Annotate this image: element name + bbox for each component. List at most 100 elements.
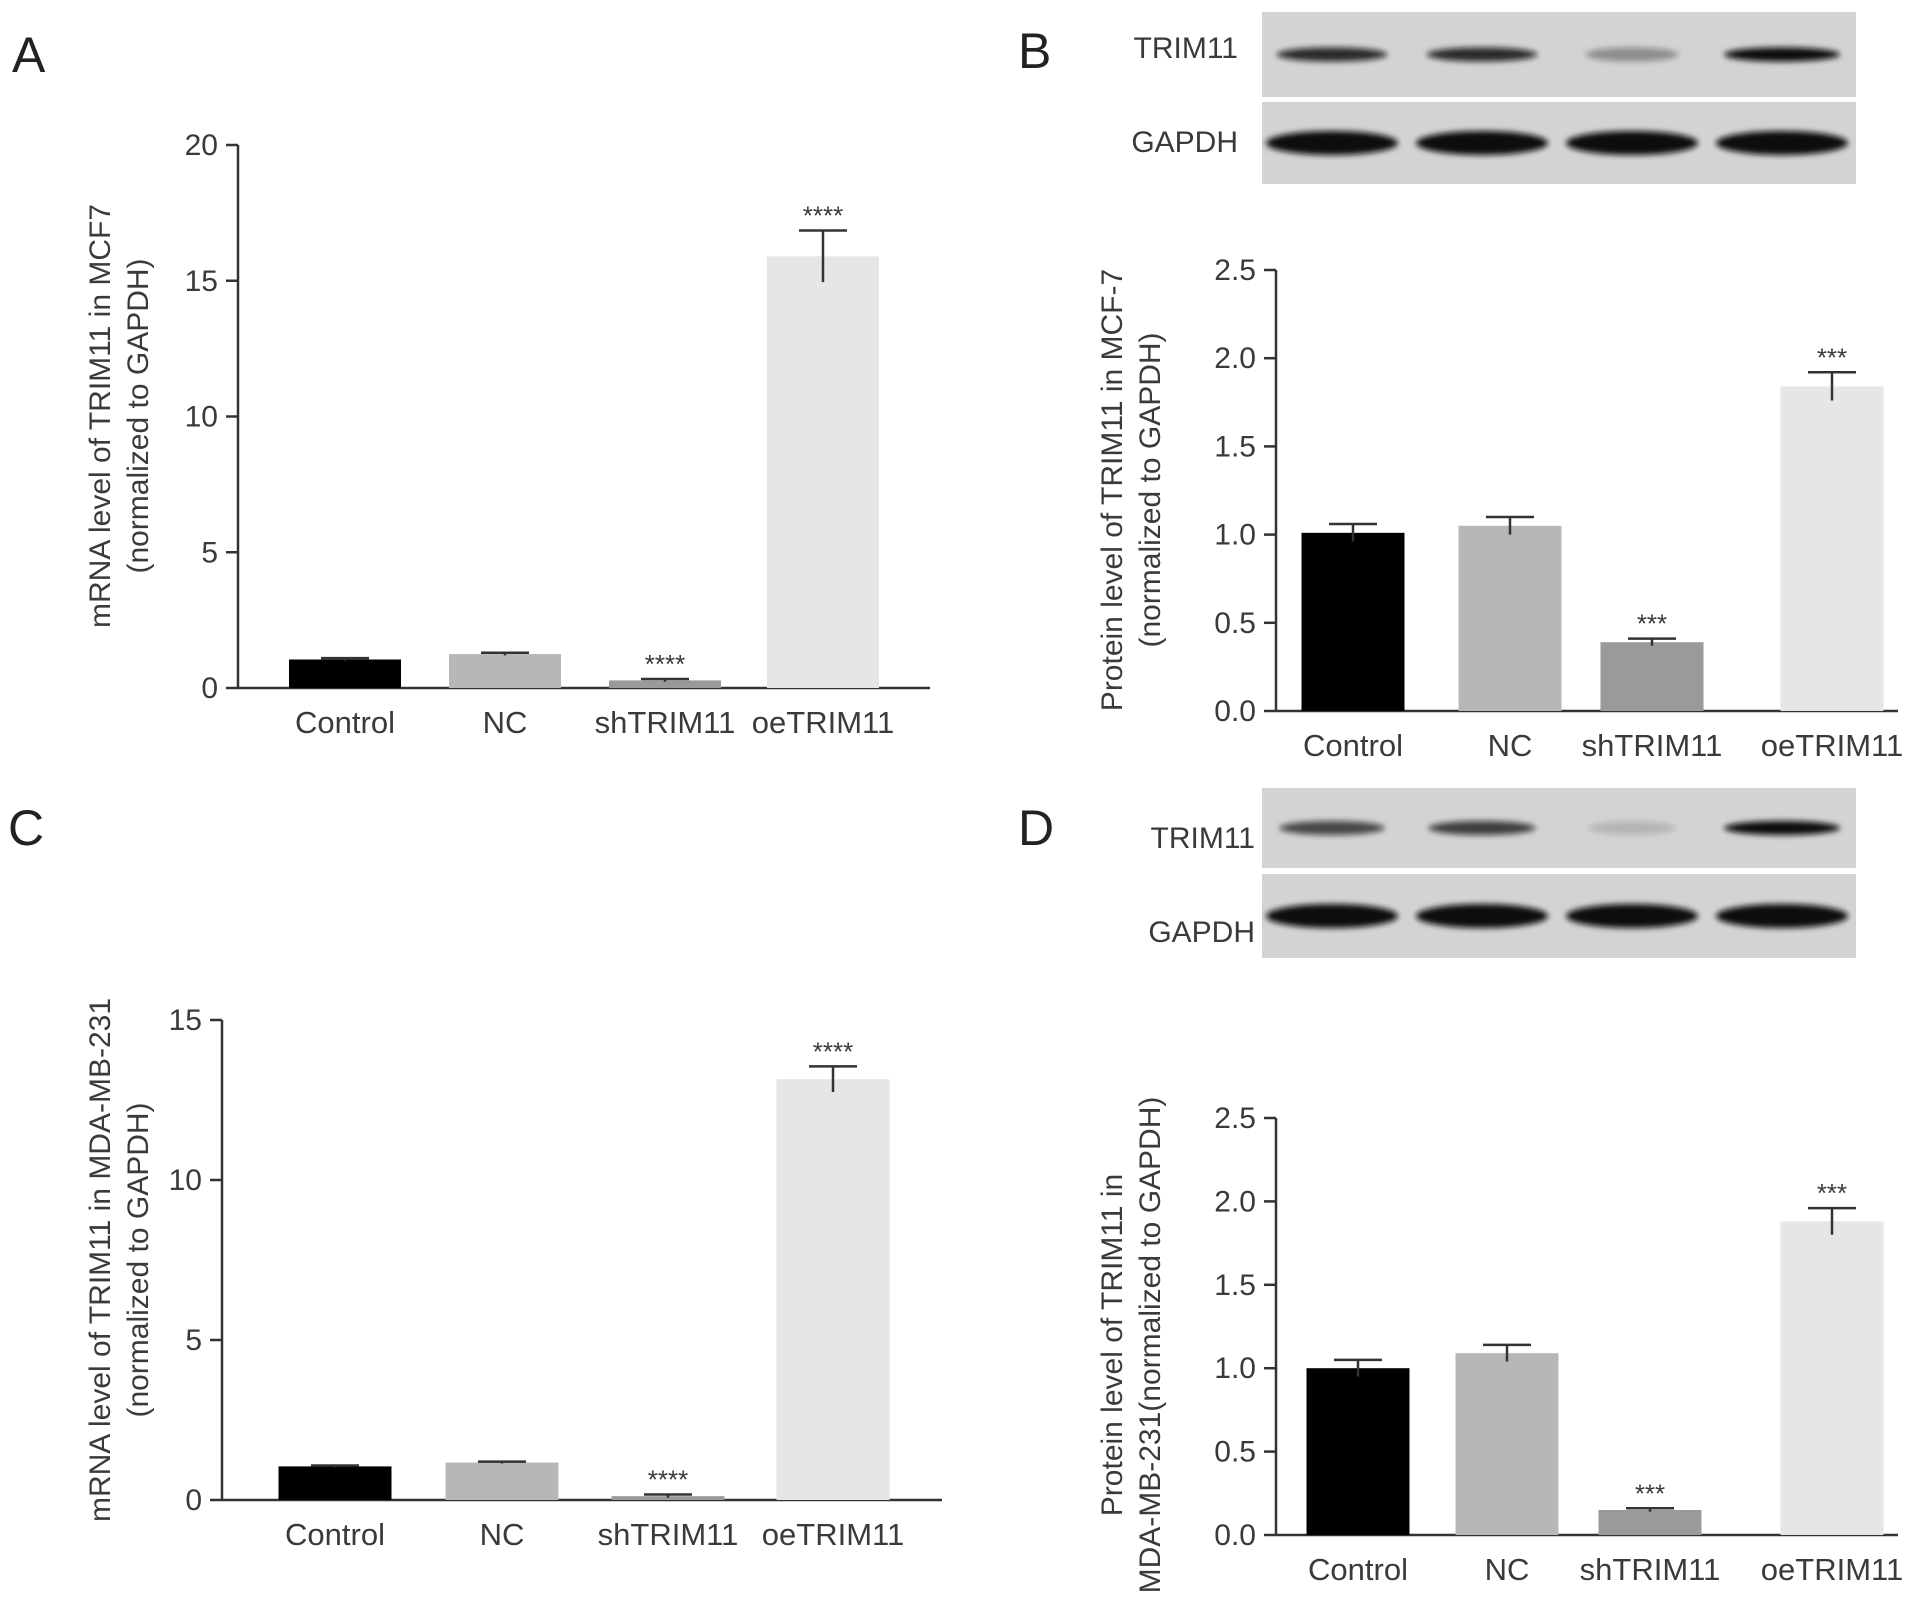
blot-band [1279, 821, 1385, 835]
bar-oetrim11 [767, 256, 879, 688]
blot-band [1416, 904, 1548, 928]
x-category-label: Control [1303, 728, 1403, 763]
x-category-label: Control [295, 705, 395, 740]
panel-letter-b: B [1018, 23, 1051, 79]
x-category-label: Control [285, 1517, 385, 1552]
blot-band [1585, 47, 1679, 62]
y-axis-title-line: mRNA level of TRIM11 in MDA-MB-231 [84, 998, 117, 1522]
x-category-label: oeTRIM11 [1761, 728, 1903, 763]
y-axis-title-line: (normalized to GAPDH) [122, 258, 155, 573]
y-tick-label: 0.5 [1214, 607, 1256, 640]
y-tick-label: 0 [185, 1484, 202, 1517]
blot-band [1716, 904, 1848, 928]
y-tick-label: 0 [201, 672, 218, 705]
blot-band [1276, 47, 1388, 62]
western-blot-b: TRIM11 GAPDH [1131, 12, 1856, 184]
x-category-label: Control [1308, 1552, 1408, 1587]
y-axis-title-line: (normalized to GAPDH) [122, 1102, 155, 1417]
y-axis-title-line: MDA-MB-231(normalized to GAPDH) [1134, 1097, 1167, 1594]
blot-row-label: TRIM11 [1151, 822, 1255, 855]
bar-shtrim11 [609, 680, 721, 688]
y-tick-label: 2.5 [1214, 1102, 1256, 1135]
bar-control [289, 659, 401, 688]
chart-d: 0.0 0.5 1.0 1.5 2.0 2.5 Control NC *** shTRIM11 **… [1096, 1097, 1903, 1594]
blot-row-label: GAPDH [1131, 126, 1238, 159]
bar-oetrim11 [1780, 386, 1884, 711]
y-tick-label: 10 [169, 1164, 202, 1197]
blot-band [1266, 904, 1398, 928]
significance-label: **** [813, 1036, 853, 1066]
x-category-label: oeTRIM11 [1761, 1552, 1903, 1587]
bar-oetrim11 [1780, 1221, 1884, 1535]
x-category-label: NC [480, 1517, 525, 1552]
x-category-label: shTRIM11 [595, 705, 736, 740]
bar-nc [445, 1462, 559, 1500]
y-tick-label: 1.0 [1214, 519, 1256, 552]
bar-oetrim11 [776, 1079, 890, 1500]
bar-shtrim11 [611, 1496, 725, 1500]
bar-nc [1455, 1353, 1559, 1535]
y-axis-title-line: (normalized to GAPDH) [1134, 332, 1167, 647]
y-tick-label: 0.0 [1214, 695, 1256, 728]
x-category-label: shTRIM11 [1580, 1552, 1721, 1587]
blot-row-label: GAPDH [1148, 916, 1255, 949]
panel-letter-d: D [1018, 800, 1054, 856]
blot-band [1566, 131, 1698, 155]
blot-row-label: TRIM11 [1134, 32, 1238, 65]
bar-shtrim11 [1598, 1509, 1702, 1535]
y-tick-label: 1.0 [1214, 1352, 1256, 1385]
bar-nc [1458, 525, 1562, 711]
y-tick-label: 5 [201, 536, 218, 569]
x-category-label: NC [1485, 1552, 1530, 1587]
x-category-label: NC [1488, 728, 1533, 763]
significance-label: *** [1635, 1478, 1665, 1508]
blot-band [1716, 131, 1848, 155]
x-category-label: shTRIM11 [1582, 728, 1723, 763]
x-category-label: oeTRIM11 [762, 1517, 904, 1552]
y-tick-label: 5 [185, 1324, 202, 1357]
y-tick-label: 0.5 [1214, 1436, 1256, 1469]
blot-band [1426, 47, 1538, 62]
bar-control [278, 1466, 392, 1500]
x-category-label: shTRIM11 [598, 1517, 739, 1552]
x-category-label: oeTRIM11 [752, 705, 894, 740]
blot-band [1416, 131, 1548, 155]
bar-nc [449, 654, 561, 688]
y-tick-label: 1.5 [1214, 430, 1256, 463]
y-tick-label: 15 [185, 265, 218, 298]
blot-band [1588, 821, 1676, 835]
significance-label: **** [803, 201, 843, 231]
bar-control [1301, 532, 1405, 711]
blot-band [1724, 47, 1840, 62]
blot-band [1566, 904, 1698, 928]
y-tick-label: 1.5 [1214, 1269, 1256, 1302]
x-category-label: NC [483, 705, 528, 740]
y-tick-label: 0.0 [1214, 1519, 1256, 1552]
chart-b: 0.0 0.5 1.0 1.5 2.0 2.5 Control NC *** shTRIM11 **… [1096, 254, 1903, 763]
y-axis-title-line: mRNA level of TRIM11 in MCF7 [84, 204, 117, 628]
blot-band [1724, 821, 1840, 835]
chart-a: 0 5 10 15 20 Control NC **** shTRIM11 **** oeTRIM1… [84, 129, 930, 740]
western-blot-d: TRIM11 GAPDH [1148, 788, 1856, 958]
significance-label: *** [1817, 342, 1847, 372]
bar-shtrim11 [1600, 642, 1704, 711]
y-tick-label: 15 [169, 1004, 202, 1037]
panel-letter-c: C [8, 800, 44, 856]
y-tick-label: 10 [185, 401, 218, 434]
y-tick-label: 2.0 [1214, 1185, 1256, 1218]
y-tick-label: 2.5 [1214, 254, 1256, 287]
chart-c: 0 5 10 15 Control NC **** shTRIM11 **** oeTRIM11 m… [84, 998, 942, 1552]
blot-band [1266, 131, 1398, 155]
y-tick-label: 2.0 [1214, 342, 1256, 375]
y-tick-label: 20 [185, 129, 218, 162]
blot-band [1428, 821, 1536, 835]
significance-label: *** [1637, 609, 1667, 639]
significance-label: *** [1817, 1178, 1847, 1208]
y-axis-title-line: Protein level of TRIM11 in [1096, 1174, 1129, 1516]
significance-label: **** [648, 1465, 688, 1495]
bar-control [1306, 1368, 1410, 1535]
panel-letter-a: A [12, 27, 46, 83]
y-axis-title-line: Protein level of TRIM11 in MCF-7 [1096, 269, 1129, 711]
significance-label: **** [645, 649, 685, 679]
